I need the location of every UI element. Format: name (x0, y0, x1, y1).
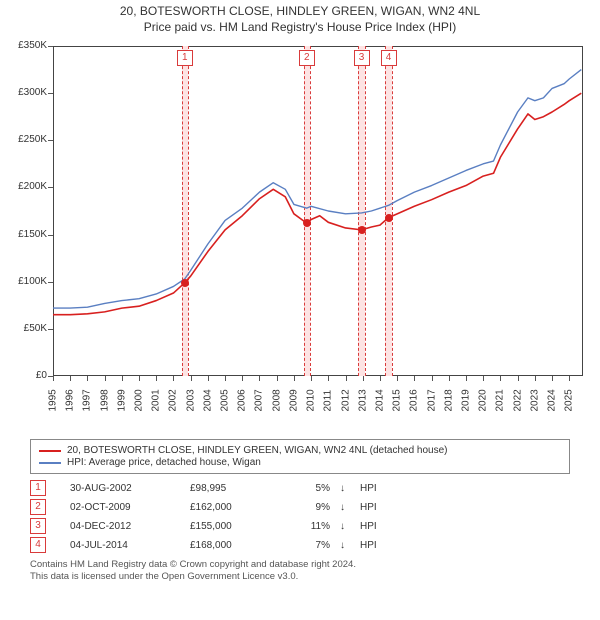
event-pct: 11% (290, 521, 330, 532)
legend-label: 20, BOTESWORTH CLOSE, HINDLEY GREEN, WIG… (67, 445, 448, 456)
event-price: £155,000 (190, 521, 280, 532)
series-line-property (53, 93, 581, 315)
legend-swatch (39, 450, 61, 452)
legend-item: 20, BOTESWORTH CLOSE, HINDLEY GREEN, WIG… (39, 445, 561, 456)
arrow-down-icon: ↓ (340, 483, 350, 494)
event-date: 04-JUL-2014 (56, 540, 180, 551)
price-marker (303, 219, 311, 227)
arrow-down-icon: ↓ (340, 502, 350, 513)
event-price: £98,995 (190, 483, 280, 494)
legend-swatch (39, 462, 61, 464)
event-date: 04-DEC-2012 (56, 521, 180, 532)
event-row-number-box: 1 (30, 480, 46, 496)
legend: 20, BOTESWORTH CLOSE, HINDLEY GREEN, WIG… (30, 439, 570, 474)
event-date: 30-AUG-2002 (56, 483, 180, 494)
events-table-row: 2 02-OCT-2009 £162,000 9% ↓ HPI (30, 499, 570, 515)
arrow-down-icon: ↓ (340, 540, 350, 551)
event-hpi-label: HPI (360, 521, 390, 532)
footer-line-2: This data is licensed under the Open Gov… (30, 571, 570, 583)
event-hpi-label: HPI (360, 502, 390, 513)
event-price: £168,000 (190, 540, 280, 551)
title-main: 20, BOTESWORTH CLOSE, HINDLEY GREEN, WIG… (0, 4, 600, 18)
event-pct: 7% (290, 540, 330, 551)
legend-item: HPI: Average price, detached house, Wiga… (39, 457, 561, 468)
price-marker (385, 214, 393, 222)
event-hpi-label: HPI (360, 540, 390, 551)
footer-attribution: Contains HM Land Registry data © Crown c… (30, 559, 570, 583)
event-row-number-box: 4 (30, 537, 46, 553)
event-row-number-box: 2 (30, 499, 46, 515)
arrow-down-icon: ↓ (340, 521, 350, 532)
event-pct: 5% (290, 483, 330, 494)
price-marker (358, 226, 366, 234)
title-sub: Price paid vs. HM Land Registry's House … (0, 20, 600, 34)
series-line-hpi (53, 70, 581, 309)
price-marker (181, 279, 189, 287)
chart-titles: 20, BOTESWORTH CLOSE, HINDLEY GREEN, WIG… (0, 0, 600, 34)
event-row-number-box: 3 (30, 518, 46, 534)
event-date: 02-OCT-2009 (56, 502, 180, 513)
event-hpi-label: HPI (360, 483, 390, 494)
events-table-row: 1 30-AUG-2002 £98,995 5% ↓ HPI (30, 480, 570, 496)
events-table-row: 3 04-DEC-2012 £155,000 11% ↓ HPI (30, 518, 570, 534)
event-price: £162,000 (190, 502, 280, 513)
chart-area: 1234£0£50K£100K£150K£200K£250K£300K£350K… (5, 38, 595, 433)
footer-line-1: Contains HM Land Registry data © Crown c… (30, 559, 570, 571)
event-pct: 9% (290, 502, 330, 513)
events-table: 1 30-AUG-2002 £98,995 5% ↓ HPI 2 02-OCT-2009 £16… (30, 480, 570, 553)
legend-label: HPI: Average price, detached house, Wiga… (67, 457, 261, 468)
events-table-row: 4 04-JUL-2014 £168,000 7% ↓ HPI (30, 537, 570, 553)
series-svg (5, 38, 595, 433)
